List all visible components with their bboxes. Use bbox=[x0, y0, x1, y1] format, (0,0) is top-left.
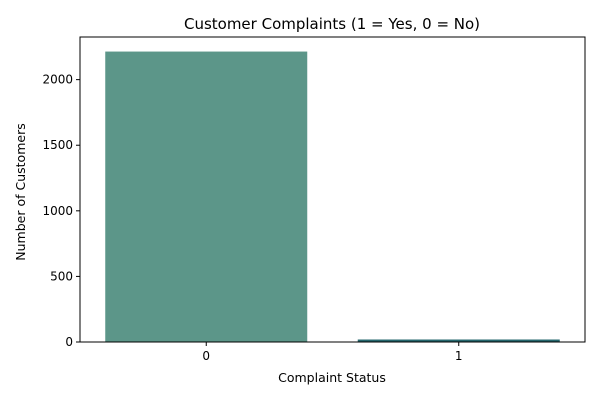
bar-1 bbox=[357, 339, 560, 342]
y-axis-label: Number of Customers bbox=[13, 123, 28, 260]
chart-title: Customer Complaints (1 = Yes, 0 = No) bbox=[184, 15, 480, 33]
x-axis-label: Complaint Status bbox=[278, 370, 386, 385]
y-tick-label-1500: 1500 bbox=[42, 138, 73, 152]
y-tick-label-2000: 2000 bbox=[42, 73, 73, 87]
y-tick-label-500: 500 bbox=[50, 269, 73, 283]
x-tick-label-0: 0 bbox=[202, 349, 210, 363]
y-tick-label-1000: 1000 bbox=[42, 204, 73, 218]
bar-0 bbox=[105, 51, 308, 343]
plot-frame bbox=[79, 36, 586, 343]
y-tick-label-0: 0 bbox=[65, 335, 73, 349]
x-tick-label-1: 1 bbox=[455, 349, 463, 363]
plot-area: 0 500 1000 1500 2000 0 1 bbox=[42, 36, 586, 363]
